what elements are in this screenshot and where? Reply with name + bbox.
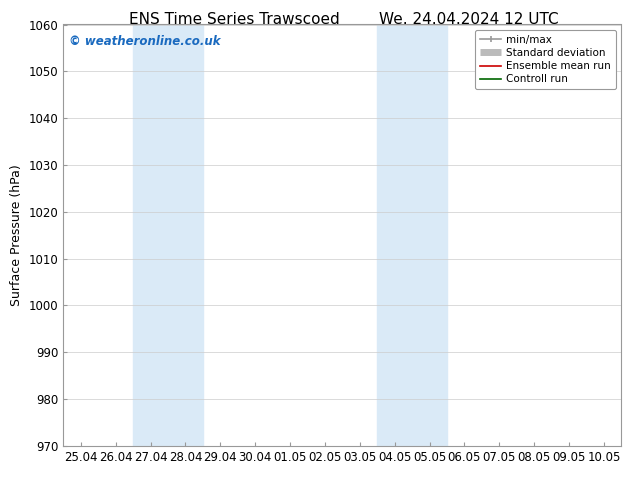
Y-axis label: Surface Pressure (hPa): Surface Pressure (hPa) <box>10 164 23 306</box>
Text: We. 24.04.2024 12 UTC: We. 24.04.2024 12 UTC <box>379 12 559 27</box>
Bar <box>377 24 447 446</box>
Text: © weatheronline.co.uk: © weatheronline.co.uk <box>69 35 221 48</box>
Text: ENS Time Series Trawscoed: ENS Time Series Trawscoed <box>129 12 340 27</box>
Legend: min/max, Standard deviation, Ensemble mean run, Controll run: min/max, Standard deviation, Ensemble me… <box>475 30 616 90</box>
Bar <box>133 24 203 446</box>
